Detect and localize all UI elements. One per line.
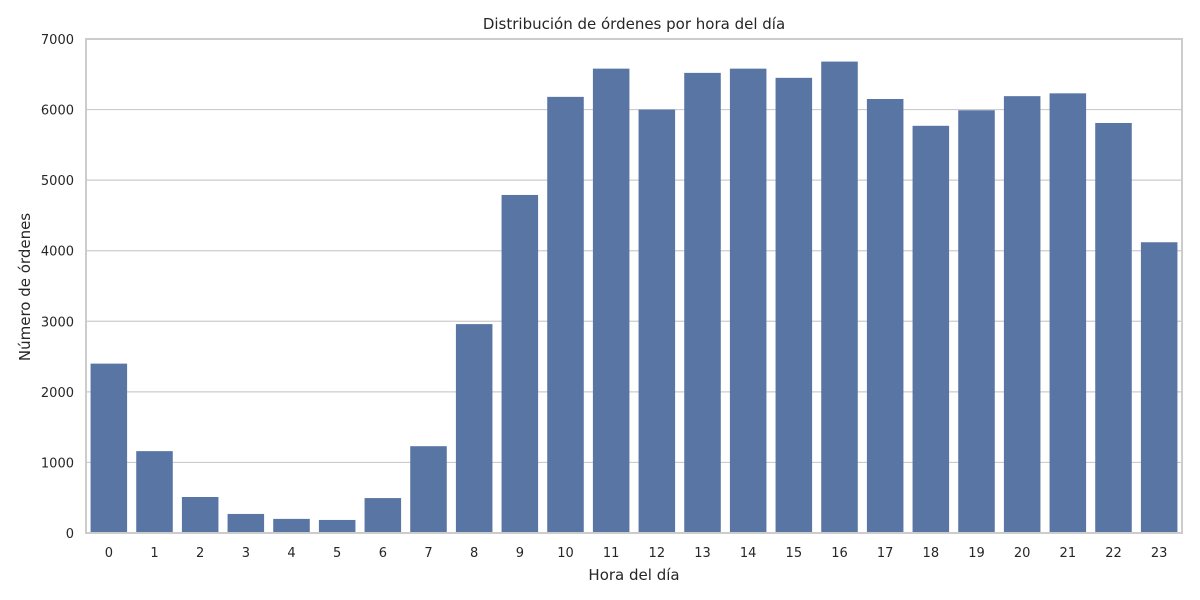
- bar: [958, 110, 995, 533]
- bar: [729, 68, 767, 533]
- bar: [318, 519, 356, 533]
- x-axis-label: Hora del día: [588, 566, 679, 584]
- x-tick-label: 6: [379, 546, 387, 561]
- bar: [136, 451, 173, 533]
- y-tick-label: 2000: [41, 386, 74, 401]
- y-tick-label: 3000: [41, 315, 74, 330]
- x-tick-label: 11: [603, 546, 620, 561]
- x-tick-label: 7: [424, 546, 432, 561]
- x-tick-label: 21: [1060, 546, 1077, 561]
- bar: [1140, 242, 1178, 533]
- y-tick-labels: 0 1000 2000 3000 4000 5000 6000 7000: [41, 33, 74, 542]
- x-tick-label: 17: [877, 546, 894, 561]
- x-tick-label: 12: [649, 546, 666, 561]
- x-tick-label: 18: [923, 546, 940, 561]
- bar: [775, 77, 813, 534]
- x-tick-label: 5: [333, 546, 341, 561]
- y-tick-label: 6000: [41, 104, 74, 119]
- bar: [866, 98, 904, 533]
- x-tick-label: 0: [105, 546, 113, 561]
- y-tick-label: 1000: [41, 456, 74, 471]
- bar: [638, 109, 676, 534]
- y-axis-label: Número de órdenes: [16, 213, 34, 361]
- bar: [1003, 96, 1041, 534]
- y-tick-label: 4000: [41, 245, 74, 260]
- x-tick-label: 3: [242, 546, 250, 561]
- bar: [273, 518, 310, 533]
- grid-lines: [86, 38, 1182, 534]
- plot-border: [85, 38, 1183, 534]
- bar: [455, 324, 493, 533]
- bar: [592, 68, 630, 533]
- x-tick-label: 8: [470, 546, 478, 561]
- bar: [1095, 122, 1132, 533]
- bar: [547, 96, 584, 534]
- x-tick-label: 10: [557, 546, 574, 561]
- bar: [821, 61, 858, 533]
- bar: [410, 446, 447, 533]
- x-tick-label: 23: [1151, 546, 1168, 561]
- x-tick-label: 15: [786, 546, 803, 561]
- bars: [90, 61, 1178, 534]
- x-tick-label: 13: [694, 546, 711, 561]
- bar: [90, 363, 128, 533]
- y-tick-label: 5000: [41, 174, 74, 189]
- x-tick-label: 19: [968, 546, 985, 561]
- bar: [501, 194, 539, 533]
- x-tick-label: 9: [516, 546, 524, 561]
- bar: [181, 497, 219, 533]
- plot-frame: [85, 38, 1183, 534]
- bar: [364, 498, 402, 533]
- y-tick-label: 0: [66, 527, 74, 542]
- x-tick-label: 22: [1105, 546, 1122, 561]
- y-tick-label: 7000: [41, 33, 74, 48]
- chart-title: Distribución de órdenes por hora del día: [483, 15, 785, 33]
- x-tick-label: 1: [150, 546, 158, 561]
- x-tick-labels: 0 1 2 3 4 5 6 7 8 9 10 11 12 13 14 15 16 17 18 19 20 21 22 23: [105, 546, 1168, 561]
- x-tick-label: 14: [740, 546, 757, 561]
- x-tick-label: 16: [831, 546, 848, 561]
- bar: [912, 125, 950, 533]
- bar: [227, 513, 265, 533]
- x-tick-label: 20: [1014, 546, 1031, 561]
- x-tick-label: 4: [287, 546, 295, 561]
- x-tick-label: 2: [196, 546, 204, 561]
- bar: [684, 72, 721, 534]
- bar: [1049, 93, 1087, 533]
